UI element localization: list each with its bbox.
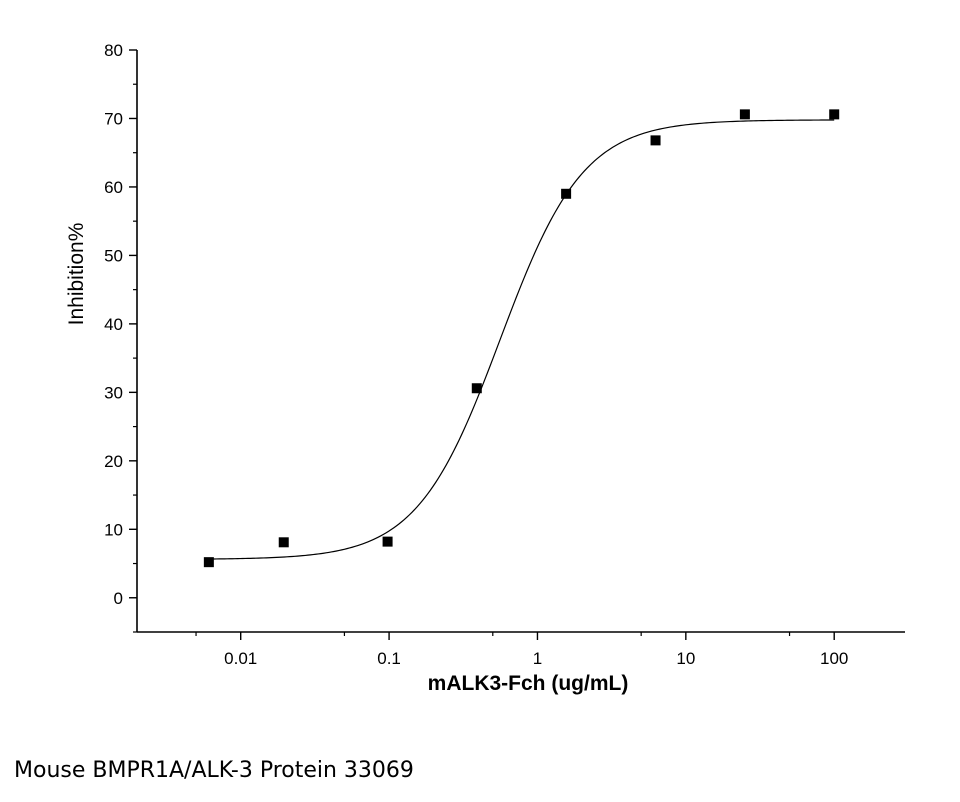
x-tick-label: 0.01 xyxy=(224,649,257,668)
data-point xyxy=(382,536,393,547)
data-point xyxy=(278,537,289,548)
y-tick-label: 60 xyxy=(104,178,123,197)
x-tick-label: 100 xyxy=(820,649,848,668)
data-point xyxy=(561,188,572,199)
axes xyxy=(129,49,905,640)
y-axis-title: Inhibition% xyxy=(65,223,88,326)
y-tick-label: 20 xyxy=(104,452,123,471)
y-tick-label: 10 xyxy=(104,520,123,539)
figure-caption: Mouse BMPR1A/ALK-3 Protein 33069 xyxy=(14,758,414,783)
data-point xyxy=(650,135,661,146)
data-point xyxy=(471,383,482,394)
x-tick-label: 0.1 xyxy=(377,649,401,668)
y-tick-label: 80 xyxy=(104,41,123,60)
y-tick-label: 30 xyxy=(104,383,123,402)
data-point xyxy=(829,109,840,120)
y-tick-label: 0 xyxy=(114,589,123,608)
y-tick-label: 50 xyxy=(104,246,123,265)
dose-response-chart: 0 10 20 30 40 50 60 70 80 0.01 0.1 1 10 100 Inhibitio… xyxy=(65,41,905,695)
fit-curve-layer xyxy=(208,119,835,560)
data-points xyxy=(203,109,840,568)
x-axis-title: mALK3-Fch (ug/mL) xyxy=(428,672,629,695)
tick-labels: 0 10 20 30 40 50 60 70 80 0.01 0.1 1 10 100 xyxy=(104,41,848,668)
fit-curve xyxy=(208,119,835,560)
y-tick-label: 40 xyxy=(104,315,123,334)
x-tick-label: 10 xyxy=(676,649,695,668)
y-tick-label: 70 xyxy=(104,109,123,128)
x-tick-label: 1 xyxy=(533,649,542,668)
data-point xyxy=(203,557,214,568)
data-point xyxy=(739,109,750,120)
